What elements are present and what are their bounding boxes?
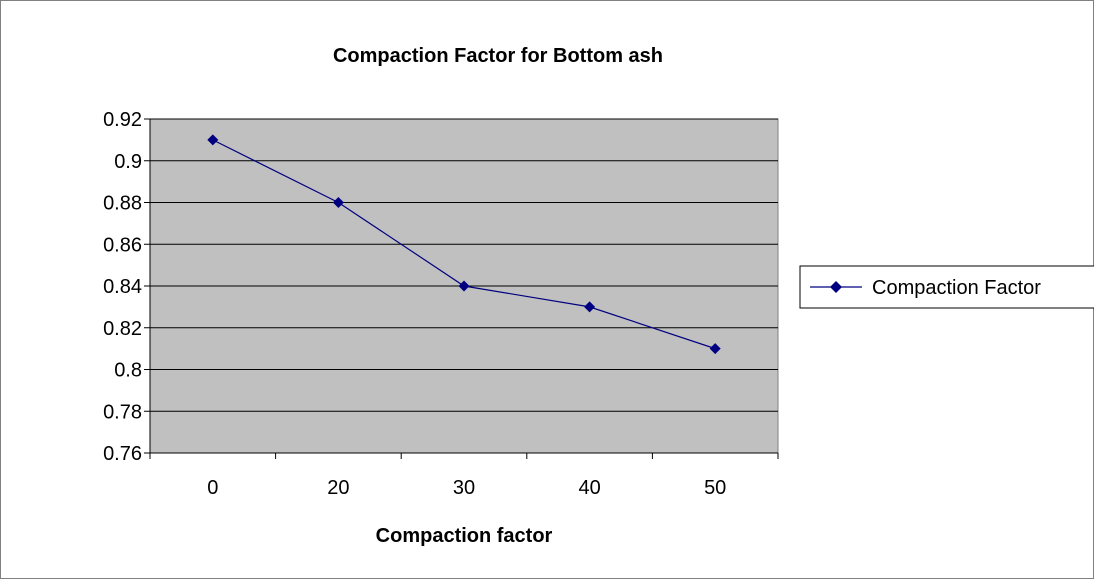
y-tick-label: 0.86 [103, 234, 142, 256]
gridlines [150, 118, 778, 412]
x-tick-label: 30 [453, 477, 475, 499]
y-tick-label: 0.76 [103, 443, 142, 465]
y-tick-label: 0.92 [103, 109, 142, 131]
x-tick-label: 20 [327, 477, 349, 499]
series-compaction-factor [207, 134, 721, 355]
axes [144, 118, 779, 459]
y-tick-label: 0.82 [103, 318, 142, 340]
data-point [458, 280, 470, 292]
y-tick-label: 0.8 [114, 360, 142, 382]
y-tick-labels: 0.76 0.78 0.8 0.82 0.84 0.86 0.88 0.9 0.92 [103, 109, 142, 465]
data-point [332, 197, 344, 208]
x-tick-label: 40 [578, 477, 600, 499]
chart-title: Compaction Factor for Bottom ash [333, 45, 663, 67]
x-tick-label: 50 [704, 477, 726, 499]
data-point [709, 343, 721, 355]
y-tick-label: 0.84 [103, 276, 142, 298]
x-tick-labels: 0 20 30 40 50 [207, 477, 726, 499]
legend: Compaction Factor [799, 265, 1094, 309]
x-tick-label: 0 [207, 477, 218, 499]
y-tick-label: 0.78 [103, 401, 142, 423]
y-tick-label: 0.9 [114, 151, 142, 173]
legend-series-marker [830, 281, 842, 293]
y-tick-label: 0.88 [103, 193, 142, 215]
legend-series-label: Compaction Factor [872, 277, 1041, 299]
data-point [584, 301, 596, 313]
data-point [207, 134, 219, 146]
x-axis-title: Compaction factor [376, 525, 553, 547]
